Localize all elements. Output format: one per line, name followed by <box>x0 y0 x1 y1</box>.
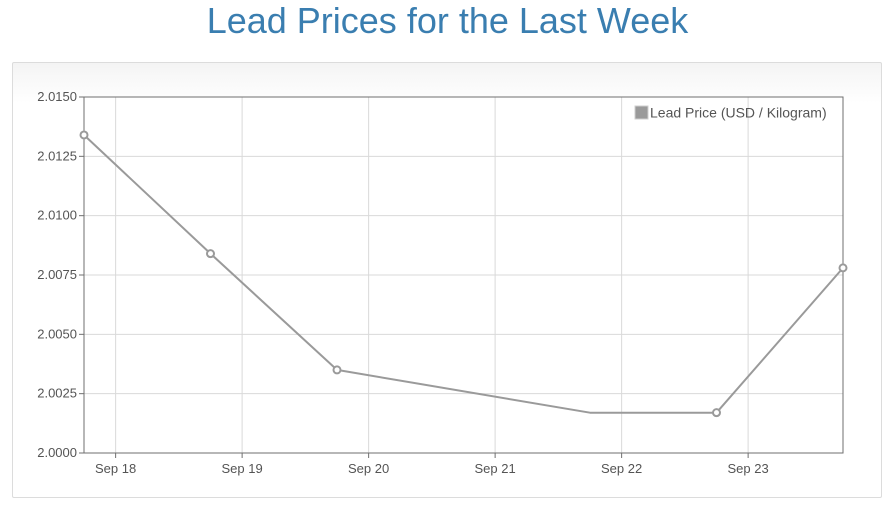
plot-border <box>83 96 844 454</box>
line-chart: 2.0150 2.0125 2.0100 2.0075 2.0050 2.0025 2.00… <box>37 89 848 476</box>
chart-panel: 2.0150 2.0125 2.0100 2.0075 2.0050 2.0025 2.00… <box>12 62 882 498</box>
data-point[interactable] <box>712 408 721 418</box>
data-point[interactable] <box>838 263 848 273</box>
y-tick-label: 2.0075 <box>37 267 77 282</box>
y-tick-label: 2.0000 <box>37 445 77 460</box>
x-tick-label: Sep 19 <box>222 461 263 476</box>
x-tick-label: Sep 21 <box>475 461 516 476</box>
y-tick-label: 2.0025 <box>37 386 77 401</box>
x-tick-label: Sep 18 <box>95 461 136 476</box>
data-point[interactable] <box>332 365 342 375</box>
x-tick-label: Sep 22 <box>601 461 642 476</box>
legend-swatch <box>634 105 649 120</box>
page-title: Lead Prices for the Last Week <box>206 0 689 41</box>
y-tick-label: 2.0050 <box>37 326 77 341</box>
y-tick-label: 2.0150 <box>37 89 77 104</box>
x-tick-label: Sep 20 <box>348 461 389 476</box>
legend-label: Lead Price (USD / Kilogram) <box>650 105 827 121</box>
series-line <box>83 134 844 414</box>
data-point[interactable] <box>79 130 89 140</box>
y-tick-label: 2.0100 <box>37 208 77 223</box>
y-tick-label: 2.0125 <box>37 148 77 163</box>
x-tick-label: Sep 23 <box>728 461 769 476</box>
data-point[interactable] <box>206 249 215 259</box>
